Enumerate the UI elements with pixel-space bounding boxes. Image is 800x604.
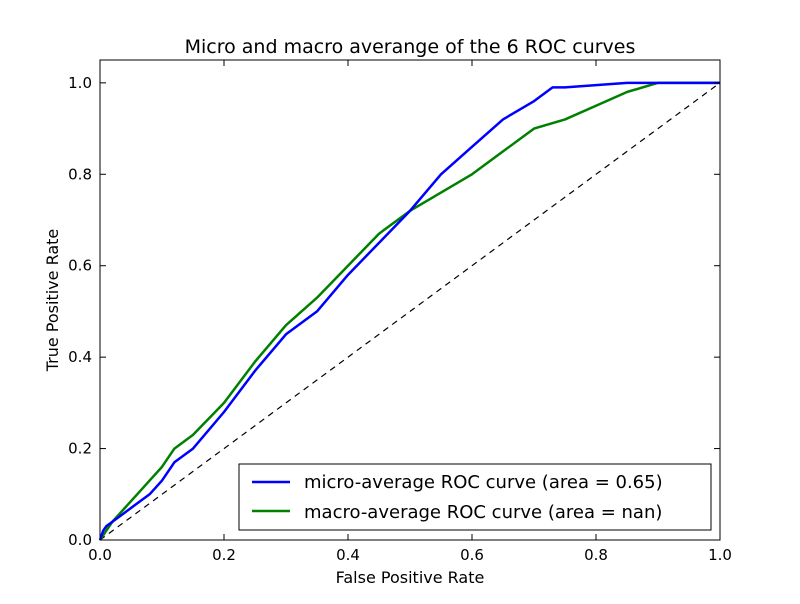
legend-label-micro-average: micro-average ROC curve (area = 0.65) [304, 472, 663, 493]
ticks-layer: 0.0 0.2 0.4 0.6 0.8 1.0 0.0 0.2 0.4 0.6 0.8 1.0 [68, 60, 732, 564]
y-tick-label: 0.8 [68, 165, 92, 183]
x-tick-label: 0.6 [460, 546, 484, 564]
x-tick-label: 0.8 [584, 546, 608, 564]
legend-label-macro-average: macro-average ROC curve (area = nan) [304, 502, 662, 523]
plot-frame [99, 59, 721, 541]
y-tick-label: 0.4 [68, 348, 92, 366]
y-tick-label: 0.0 [68, 531, 92, 549]
x-axis-label: False Positive Rate [336, 568, 485, 587]
legend: micro-average ROC curve (area = 0.65) ma… [238, 463, 712, 531]
chance-diagonal-line [99, 82, 721, 541]
y-tick-label: 0.2 [68, 440, 92, 458]
series-line-macro-average-roc-curve [98, 81, 720, 541]
legend-box [238, 463, 712, 531]
series-line-micro-average-roc-curve [98, 81, 720, 541]
y-tick-label: 1.0 [68, 74, 92, 92]
chart-title: Micro and macro averange of the 6 ROC cu… [185, 36, 636, 58]
x-tick-label: 0.2 [212, 546, 236, 564]
y-axis-label: True Positive Rate [43, 229, 62, 373]
curves-layer [98, 81, 721, 541]
x-tick-label: 0.0 [88, 546, 112, 564]
y-tick-label: 0.6 [68, 257, 92, 275]
x-tick-label: 0.4 [336, 546, 360, 564]
x-tick-label: 1.0 [708, 546, 732, 564]
